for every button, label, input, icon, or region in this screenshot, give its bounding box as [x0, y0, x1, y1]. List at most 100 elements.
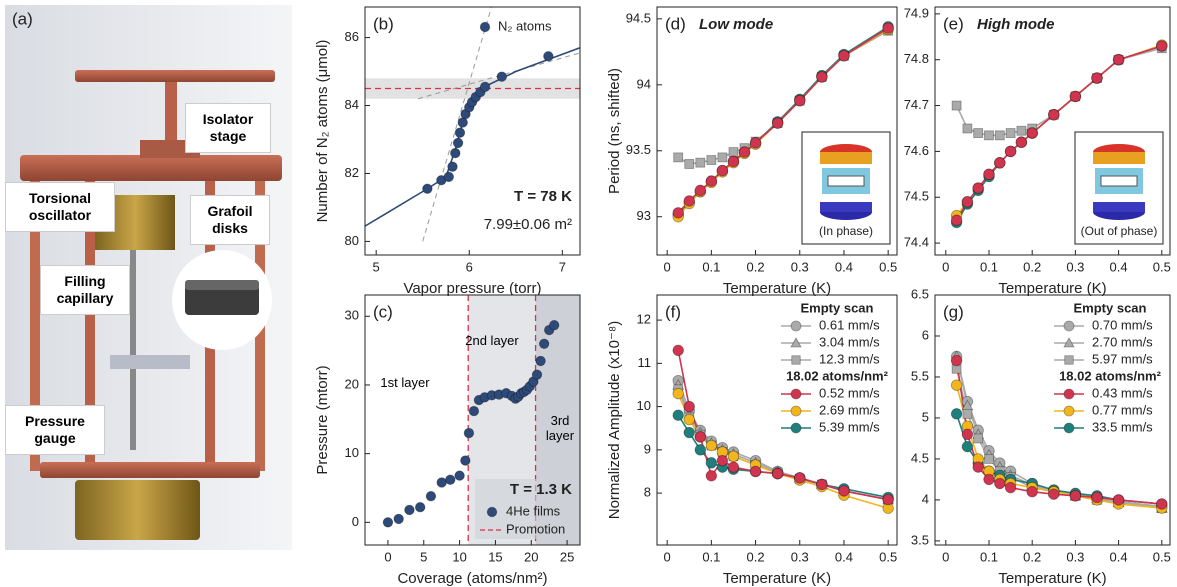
plot-frame — [656, 294, 898, 546]
marker — [706, 155, 717, 165]
marker — [425, 491, 437, 502]
inset-caption: (In phase) — [819, 224, 873, 238]
marker — [496, 71, 508, 82]
marker — [749, 137, 762, 149]
marker — [543, 51, 554, 62]
y-tick-label: 3.5 — [911, 532, 929, 547]
y-tick-label: 5 — [922, 409, 929, 424]
marker — [1004, 145, 1017, 158]
marker — [382, 517, 394, 528]
legend-marker — [790, 405, 802, 417]
marker — [705, 457, 718, 469]
marker — [716, 454, 729, 467]
x-tick-label: 0.2 — [747, 259, 765, 274]
callout-label: Torsional oscillator — [5, 182, 115, 232]
x-tick-label: 0 — [942, 549, 949, 564]
marker — [705, 439, 718, 452]
panel-title: High mode — [977, 16, 1055, 33]
x-tick-label: 0.4 — [835, 259, 853, 274]
plot-area — [365, 7, 580, 242]
marker — [452, 137, 464, 149]
x-tick-label: 10 — [452, 549, 466, 564]
marker — [951, 100, 962, 111]
marker — [727, 461, 740, 473]
legend-marker — [1063, 405, 1075, 417]
y-tick-label: 9 — [644, 441, 651, 456]
marker — [972, 182, 984, 194]
inset-caption: (Out of phase) — [1081, 224, 1158, 238]
x-axis-label: Coverage (atoms/nm²) — [397, 570, 547, 587]
y-tick-label: 6.5 — [911, 286, 929, 301]
panel-title: Low mode — [699, 16, 773, 33]
marker — [672, 344, 684, 357]
y-tick-label: 11 — [638, 355, 652, 370]
marker — [1156, 498, 1168, 510]
inset-shape — [1100, 175, 1138, 187]
marker — [962, 123, 973, 134]
marker — [535, 355, 546, 367]
legend-title: Empty scan — [1074, 300, 1147, 315]
marker — [393, 513, 404, 525]
x-tick-label: 0.1 — [980, 549, 998, 564]
x-axis-label: Temperature (K) — [998, 280, 1106, 297]
plot-frame — [934, 294, 1171, 546]
marker — [994, 477, 1006, 490]
y-tick-label: 93 — [637, 208, 651, 223]
annotation: 7.99±0.06 m² — [484, 216, 572, 233]
marker — [1156, 40, 1168, 52]
panel-label: (e) — [943, 14, 964, 33]
marker — [672, 207, 684, 219]
marker — [673, 152, 684, 163]
x-axis-label: Temperature (K) — [998, 570, 1106, 587]
marker — [838, 485, 850, 497]
legend-label: 4He films — [506, 503, 561, 518]
y-tick-label: 8 — [644, 485, 651, 500]
legend-label: 33.5 mm/s — [1092, 419, 1153, 434]
x-tick-label: 0.3 — [791, 549, 809, 564]
marker — [973, 128, 984, 138]
marker — [961, 196, 974, 208]
plot-frame — [364, 294, 581, 546]
legend-label: Promotion — [506, 521, 565, 536]
x-tick-label: 0.5 — [879, 549, 897, 564]
inset-shape — [1093, 202, 1145, 212]
marker — [816, 71, 828, 83]
marker — [1069, 90, 1082, 103]
y-tick-label: 74.4 — [904, 235, 929, 250]
marker — [1004, 481, 1017, 494]
marker — [1091, 72, 1103, 84]
x-tick-label: 0.4 — [1110, 549, 1128, 564]
y-tick-label: 10 — [345, 445, 359, 460]
y-tick-label: 74.9 — [904, 5, 929, 20]
legend-marker — [479, 21, 491, 33]
inset-shape — [820, 152, 872, 164]
callout-label: Pressure gauge — [5, 405, 105, 455]
marker — [717, 152, 728, 163]
y-tick-label: 80 — [345, 233, 359, 248]
x-tick-label: 5 — [373, 259, 380, 274]
marker — [749, 465, 762, 478]
marker — [683, 413, 695, 426]
legend-marker — [1063, 388, 1075, 400]
x-tick-label: 0.5 — [1153, 259, 1171, 274]
panel-label: (a) — [12, 9, 33, 28]
marker — [414, 502, 426, 513]
y-tick-label: 74.7 — [904, 97, 929, 112]
marker — [994, 130, 1005, 141]
shaded-band — [365, 78, 580, 99]
x-tick-label: 0.5 — [879, 259, 897, 274]
legend-label: 0.61 mm/s — [819, 317, 880, 332]
marker — [716, 164, 729, 177]
legend-marker — [1063, 422, 1075, 434]
marker — [728, 147, 739, 158]
x-tick-label: 7 — [559, 259, 566, 274]
marker — [1026, 486, 1038, 498]
marker — [684, 159, 695, 169]
marker — [549, 320, 560, 331]
panel-label: (b) — [373, 14, 394, 33]
region-label: 1st layer — [380, 375, 430, 390]
marker — [695, 157, 706, 168]
marker — [950, 354, 963, 367]
x-tick-label: 6 — [466, 259, 473, 274]
marker — [794, 472, 806, 484]
